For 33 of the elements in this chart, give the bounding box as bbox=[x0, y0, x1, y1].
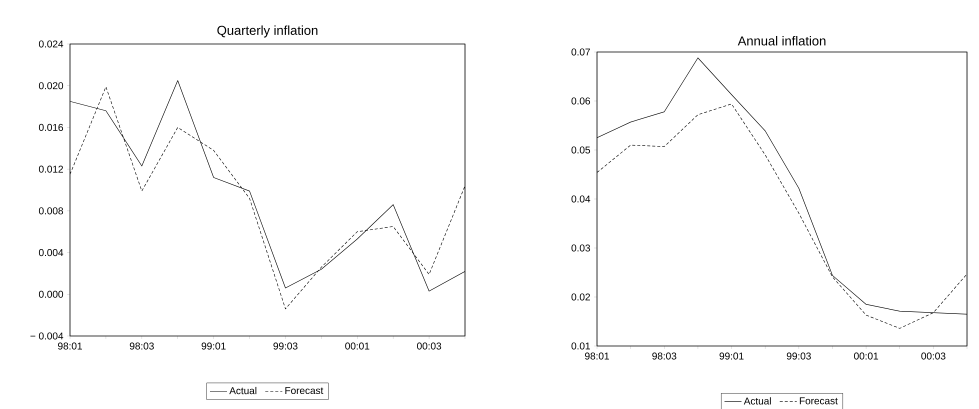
y-tick-label: 0.008 bbox=[38, 207, 64, 214]
x-tick-label: 99:03 bbox=[786, 352, 811, 360]
y-tick-label: 0.06 bbox=[571, 97, 590, 105]
y-tick-label: 0.03 bbox=[571, 244, 590, 252]
y-tick-label: 0.004 bbox=[38, 249, 64, 256]
chart-title: Annual inflation bbox=[738, 36, 826, 46]
x-tick-label: 00:03 bbox=[921, 352, 946, 360]
x-tick-label: 98:01 bbox=[58, 342, 82, 350]
chart-title: Quarterly inflation bbox=[217, 25, 318, 38]
y-tick-label: 0.020 bbox=[38, 82, 64, 90]
legend-label: Actual bbox=[229, 386, 256, 394]
legend-label: Forecast bbox=[285, 387, 324, 394]
y-tick-label: 0.05 bbox=[571, 146, 590, 154]
y-tick-label: 0.07 bbox=[571, 48, 590, 56]
y-tick-label: 0.000 bbox=[38, 290, 64, 298]
x-tick-label: 00:03 bbox=[417, 342, 442, 350]
x-tick-label: 98:03 bbox=[130, 342, 154, 350]
x-tick-label: 99:01 bbox=[202, 342, 226, 350]
x-tick-label: 98:03 bbox=[652, 352, 676, 360]
x-tick-label: 00:01 bbox=[345, 342, 370, 350]
y-tick-label: 0.04 bbox=[571, 195, 590, 203]
y-tick-label: 0.01 bbox=[571, 342, 590, 350]
x-tick-label: 99:03 bbox=[273, 342, 298, 350]
y-tick-label: − 0.004 bbox=[30, 332, 64, 340]
legend-label: Actual bbox=[744, 397, 771, 405]
x-tick-label: 99:01 bbox=[720, 352, 744, 360]
legend-label: Forecast bbox=[800, 397, 838, 404]
y-tick-label: 0.012 bbox=[38, 166, 63, 173]
x-tick-label: 98:01 bbox=[585, 352, 609, 360]
y-tick-label: 0.02 bbox=[571, 293, 590, 301]
y-tick-label: 0.016 bbox=[38, 124, 64, 131]
x-tick-label: 00:01 bbox=[854, 352, 878, 360]
y-tick-label: 0.024 bbox=[38, 40, 64, 48]
